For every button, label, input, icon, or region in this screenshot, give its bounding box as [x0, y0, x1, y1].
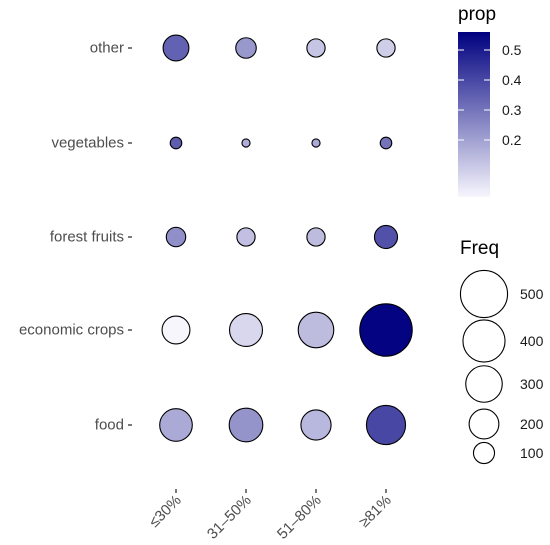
- legend-freq-title: Freq: [460, 238, 499, 259]
- bubble-food-le30pct: [159, 408, 193, 442]
- legend-freq-label-500: 500: [520, 286, 544, 302]
- x-tick-label-le30pct: ≤30%: [146, 492, 185, 531]
- legend-freq-circle-200: [468, 408, 500, 440]
- bubble-economic-crops-le30pct: [161, 315, 191, 345]
- legend-freq-circle-300: [465, 365, 503, 403]
- y-tick-label-food: food: [95, 417, 124, 434]
- legend-prop-label: 0.5: [502, 42, 522, 58]
- y-tick-label-economic-crops: economic crops: [19, 322, 124, 339]
- bubble-economic-crops-ge81pct: [359, 303, 413, 357]
- y-axis: other vegetables forest fruits economic cro…: [19, 40, 132, 434]
- legend-prop-label: 0.3: [502, 102, 522, 118]
- x-tick-label-31-50pct: 31–50%: [204, 492, 255, 543]
- legend-prop-label: 0.2: [502, 132, 522, 148]
- bubble-forest-fruits-ge81pct: [373, 224, 399, 250]
- legend-freq-label-200: 200: [520, 416, 544, 432]
- legend-freq-label-400: 400: [520, 333, 544, 349]
- bubble-economic-crops-51-80pct: [297, 311, 335, 349]
- y-tick-label-forest-fruits: forest fruits: [50, 229, 124, 246]
- legend-freq-circle-100: [472, 441, 496, 465]
- bubble-vegetables-31-50pct: [241, 138, 251, 148]
- x-tick-label-ge81pct: ≥81%: [356, 492, 395, 531]
- y-tick-label-other: other: [90, 40, 124, 57]
- legend-prop: prop 0.5 0.4 0.3 0.2: [458, 4, 522, 197]
- legend-prop-colorbar: [458, 32, 490, 197]
- bubble-food-31-50pct: [228, 407, 264, 443]
- bubble-other-ge81pct: [376, 38, 396, 58]
- legend-prop-label: 0.4: [502, 72, 522, 88]
- bubble-food-51-80pct: [300, 409, 332, 441]
- legend-prop-title: prop: [458, 4, 496, 25]
- legend-freq-circle-400: [462, 319, 506, 363]
- bubble-vegetables-51-80pct: [311, 138, 321, 148]
- bubble-other-le30pct: [162, 34, 190, 62]
- bubble-forest-fruits-31-50pct: [236, 227, 256, 247]
- legend-freq-label-300: 300: [520, 376, 544, 392]
- bubble-other-51-80pct: [306, 38, 326, 58]
- bubble-forest-fruits-51-80pct: [306, 227, 326, 247]
- legend-freq-circle-500: [459, 269, 509, 319]
- bubble-forest-fruits-le30pct: [165, 226, 187, 248]
- legend-freq: Freq 500 400 300 200 100: [459, 238, 544, 465]
- bubbles: [159, 34, 413, 446]
- y-tick-label-vegetables: vegetables: [51, 135, 124, 152]
- bubble-food-ge81pct: [365, 404, 407, 446]
- bubble-vegetables-ge81pct: [379, 136, 393, 150]
- bubble-other-31-50pct: [235, 37, 257, 59]
- x-tick-label-51-80pct: 51–80%: [274, 492, 325, 543]
- x-axis: ≤30% 31–50% 51–80% ≥81%: [146, 489, 395, 543]
- bubble-vegetables-le30pct: [169, 136, 183, 150]
- bubble-economic-crops-31-50pct: [228, 312, 264, 348]
- legend-freq-label-100: 100: [520, 445, 544, 461]
